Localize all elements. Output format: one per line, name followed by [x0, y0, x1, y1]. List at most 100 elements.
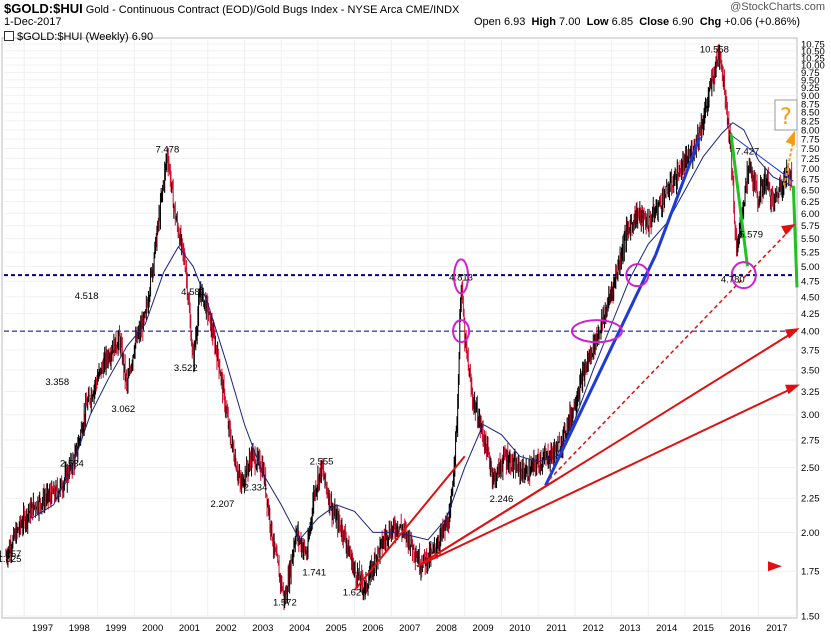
red-dashed-trend-line: [548, 227, 793, 481]
y-tick-label: 2.50: [801, 463, 820, 474]
price-annotation: 1.857: [0, 549, 21, 560]
price-annotation: 2.534: [60, 459, 84, 470]
x-tick-label: 2015: [693, 623, 714, 634]
price-annotation: 1.825: [0, 554, 21, 565]
y-tick-label: 9.50: [801, 75, 820, 86]
y-tick-label: 10.75: [801, 40, 825, 51]
y-tick-label: 2.75: [801, 435, 820, 446]
x-tick-label: 2014: [656, 623, 677, 634]
x-tick-label: 2000: [142, 623, 163, 634]
y-tick-label: 3.50: [801, 365, 820, 376]
price-annotation: 2.334: [244, 483, 268, 494]
green-projection-line: [791, 185, 799, 288]
y-tick-label: 5.50: [801, 234, 820, 245]
y-tick-label: 4.50: [801, 292, 820, 303]
y-tick-label: 5.75: [801, 221, 820, 232]
price-annotation: 2.555: [310, 456, 334, 467]
price-annotation: 4.813: [449, 272, 473, 283]
y-tick-label: 7.75: [801, 135, 820, 146]
price-annotation: 3.062: [111, 404, 135, 415]
legend-text: $GOLD:$HUI (Weekly) 6.90: [17, 31, 154, 43]
red-arrowhead: [784, 328, 800, 339]
blue-uptrend-line: [654, 136, 702, 256]
y-tick-label: 10.00: [801, 61, 825, 72]
x-tick-label: 1998: [69, 623, 90, 634]
x-tick-label: 1997: [32, 623, 53, 634]
magenta-circle: [730, 261, 757, 290]
question-mark: ?: [780, 105, 792, 130]
y-tick-label: 7.50: [801, 144, 820, 155]
y-tick-label: 6.50: [801, 186, 820, 197]
red-trend-line: [416, 386, 796, 568]
chart-date: 1-Dec-2017: [4, 16, 62, 28]
chg-value: +0.06 (+0.86%): [724, 16, 801, 28]
red-arrowhead: [785, 384, 800, 395]
y-tick-label: 4.25: [801, 309, 820, 320]
magenta-circle: [453, 258, 470, 295]
x-tick-label: 2007: [399, 623, 420, 634]
chg-label: Chg: [699, 16, 722, 28]
stockcharts-brand[interactable]: @StockCharts.com: [730, 1, 825, 13]
green-downtrend-line: [729, 133, 749, 267]
x-tick-label: 2012: [583, 623, 604, 634]
x-tick-label: 2016: [730, 623, 751, 634]
chart-title-line: $GOLD:$HUI Gold - Continuous Contract (E…: [4, 1, 459, 16]
open-value: 6.93: [503, 16, 526, 28]
price-annotation: 3.522: [174, 363, 198, 374]
x-tick-label: 2004: [289, 623, 310, 634]
x-axis: 1997 1998 1999 2000 2001 2002 2003 2004 2005 2006…: [32, 623, 787, 634]
low-label: Low: [586, 16, 609, 28]
red-arrowhead: [781, 223, 796, 235]
question-box: [774, 99, 798, 131]
x-tick-label: 2008: [436, 623, 457, 634]
price-annotation: 4.581: [181, 287, 205, 298]
y-tick-label: 9.75: [801, 68, 820, 79]
price-annotation: 2.207: [211, 499, 235, 510]
open-label: Open: [474, 16, 501, 28]
y-tick-label: 3.00: [801, 410, 820, 421]
y-tick-label: 3.25: [801, 387, 820, 398]
price-annotation: 7.427: [736, 146, 760, 157]
x-tick-label: 2013: [619, 623, 640, 634]
y-tick-label: 6.25: [801, 197, 820, 208]
x-tick-label: 2011: [546, 623, 566, 634]
price-annotation: 7.478: [155, 144, 179, 155]
high-label: High: [531, 16, 556, 28]
price-annotation: 1.572: [273, 597, 297, 608]
symbol: $GOLD:$HUI: [4, 1, 83, 16]
orange-projection-line: [783, 140, 795, 186]
y-tick-label: 8.75: [801, 99, 820, 110]
legend-line[interactable]: $GOLD:$HUI (Weekly) 6.90: [4, 30, 153, 43]
exchange: CME/INDX: [405, 4, 460, 16]
x-tick-label: 2017: [766, 623, 787, 634]
y-tick-label: 7.25: [801, 154, 820, 165]
price-annotation: 4.518: [75, 291, 99, 302]
moving-average-line: [31, 122, 792, 541]
grid-lines: [4, 40, 797, 617]
x-tick-label: 2003: [252, 623, 273, 634]
ohlc-readout: Open 6.93 High 7.00 Low 6.85 Close 6.90 …: [474, 16, 800, 28]
x-tick-label: 1999: [105, 623, 126, 634]
y-tick-label: 2.25: [801, 494, 820, 505]
y-tick-label: 10.25: [801, 53, 825, 64]
trendline-overlays: ?: [353, 99, 800, 591]
y-tick-label: 4.75: [801, 277, 820, 288]
orange-arrowhead: [785, 130, 795, 146]
magenta-circle: [570, 319, 623, 344]
x-tick-label: 2002: [216, 623, 237, 634]
y-tick-label: 4.00: [801, 327, 820, 338]
y-tick-label: 5.00: [801, 262, 820, 273]
red-arrowhead: [767, 561, 782, 572]
price-annotation: 10.558: [700, 44, 729, 55]
close-value: 6.90: [672, 16, 694, 28]
y-tick-label: 1.75: [801, 567, 820, 578]
y-tick-label: 6.75: [801, 175, 820, 186]
y-tick-label: 1.50: [801, 612, 820, 623]
x-tick-label: 2001: [179, 623, 200, 634]
y-tick-label: 6.00: [801, 209, 820, 220]
price-annotation: 3.358: [45, 377, 69, 388]
x-tick-label: 2009: [473, 623, 494, 634]
y-tick-label: 5.25: [801, 248, 820, 259]
x-tick-label: 2006: [362, 623, 383, 634]
